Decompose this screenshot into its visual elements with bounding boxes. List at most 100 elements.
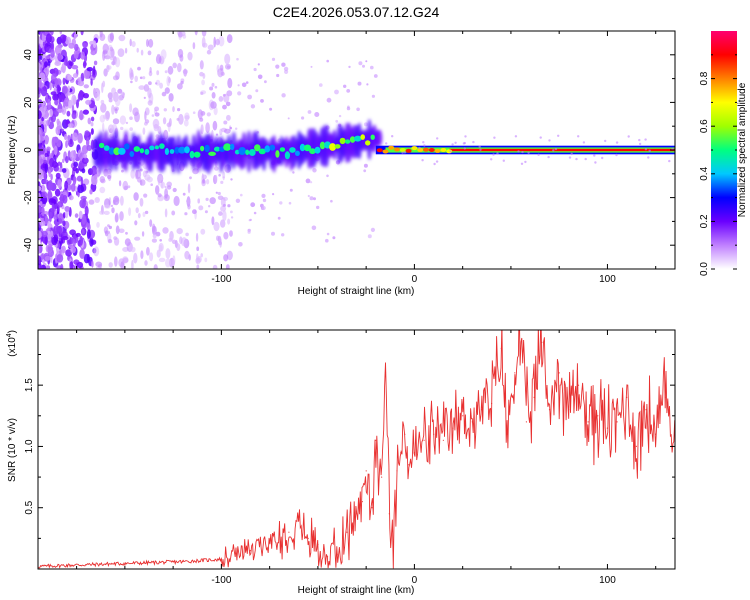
spectrogram-ylabel: Frequency (Hz) [7, 116, 18, 185]
heatmap-cell [83, 153, 88, 159]
heatmap-cell [81, 213, 87, 225]
heatmap-cell [196, 253, 199, 264]
heatmap-cell [82, 109, 89, 115]
heatmap-cell [371, 94, 375, 98]
heatmap-cell [75, 232, 81, 237]
heatmap-cell [211, 92, 216, 99]
heatmap-cell [51, 160, 58, 169]
heatmap-cell [141, 231, 145, 237]
heatmap-cell [227, 218, 231, 225]
heatmap-cell [61, 235, 69, 241]
heatmap-cell [269, 107, 273, 111]
heatmap-cell [137, 213, 141, 219]
heatmap-cell [311, 225, 317, 231]
snr-point [249, 550, 251, 552]
heatmap-cell [88, 199, 95, 205]
heatmap-cell [367, 234, 372, 239]
snr-point [664, 396, 666, 398]
heatmap-cell [54, 99, 59, 106]
heatmap-cell [158, 257, 166, 263]
heatmap-cell [451, 143, 454, 146]
heatmap-cell [61, 85, 68, 94]
heatmap-cell [82, 42, 88, 48]
heatmap-cell [160, 49, 167, 60]
heatmap-cell [638, 142, 642, 146]
heatmap-cell [196, 246, 200, 252]
snr-point [365, 470, 367, 472]
heatmap-cell [95, 261, 103, 268]
heatmap-cell [44, 255, 51, 261]
heatmap-cell [135, 169, 142, 179]
heatmap-cell [110, 204, 114, 208]
heatmap-cell [433, 162, 436, 166]
heatmap-cell [264, 145, 271, 153]
heatmap-cell [329, 143, 337, 151]
snr-point [396, 470, 398, 472]
heatmap-cell [109, 32, 114, 41]
heatmap-cell [124, 143, 130, 150]
heatmap-cell [62, 77, 66, 86]
snr-point [525, 421, 528, 423]
heatmap-cell [248, 149, 256, 156]
heatmap-cell [478, 145, 481, 148]
heatmap-cell [61, 104, 67, 115]
heatmap-cell [38, 185, 42, 192]
heatmap-cell [59, 227, 62, 235]
heatmap-cell [222, 93, 226, 97]
heatmap-cell [80, 51, 86, 60]
heatmap-cell [349, 136, 356, 143]
heatmap-cell [155, 185, 160, 195]
heatmap-cell [51, 202, 55, 214]
heatmap-cell [83, 84, 90, 89]
heatmap-cell [118, 34, 126, 42]
heatmap-cell [79, 235, 83, 246]
heatmap-cell [93, 87, 96, 97]
heatmap-cell [103, 210, 110, 215]
heatmap-cell [152, 234, 157, 239]
heatmap-cell [41, 101, 45, 108]
snr-multiplier-exp: 4 [6, 333, 13, 337]
heatmap-cell [120, 91, 126, 97]
heatmap-cell [192, 42, 196, 50]
heatmap-cell [44, 152, 49, 158]
heatmap-cell [73, 33, 77, 39]
heatmap-cell [120, 261, 125, 269]
heatmap-cell [56, 84, 61, 94]
heatmap-cell [225, 264, 230, 269]
heatmap-cell [69, 261, 74, 269]
heatmap-cell [56, 253, 64, 263]
heatmap-cell [577, 135, 580, 138]
heatmap-cell [107, 92, 113, 100]
tick-label: 20 [23, 96, 34, 108]
heatmap-cell [183, 119, 189, 127]
snr-point [645, 409, 647, 411]
heatmap-cell [149, 145, 155, 151]
snr-point [371, 507, 373, 509]
heatmap-cell [269, 144, 276, 151]
heatmap-cell [200, 228, 206, 235]
heatmap-cell [209, 86, 214, 91]
heatmap-cell [462, 142, 466, 145]
heatmap-cell [213, 36, 216, 48]
heatmap-cell [133, 192, 139, 201]
heatmap-cell [41, 253, 44, 260]
heatmap-cell [204, 144, 210, 153]
snr-point [388, 513, 390, 515]
heatmap-cell [326, 174, 329, 178]
heatmap-cell [120, 126, 124, 131]
heatmap-cell [212, 264, 218, 269]
heatmap-cell [403, 151, 407, 154]
heatmap-cell [64, 180, 68, 191]
heatmap-cell [44, 61, 48, 68]
heatmap-cell [143, 96, 146, 99]
heatmap-cell [138, 85, 145, 90]
snr-point [514, 372, 516, 374]
heatmap-cell [493, 136, 496, 139]
heatmap-cell [115, 225, 120, 235]
heatmap-cell [238, 147, 246, 155]
heatmap-cell [65, 55, 68, 67]
heatmap-cell [647, 156, 650, 159]
heatmap-cell [601, 156, 604, 160]
heatmap-cell [154, 112, 160, 117]
heatmap-cell [47, 60, 51, 66]
